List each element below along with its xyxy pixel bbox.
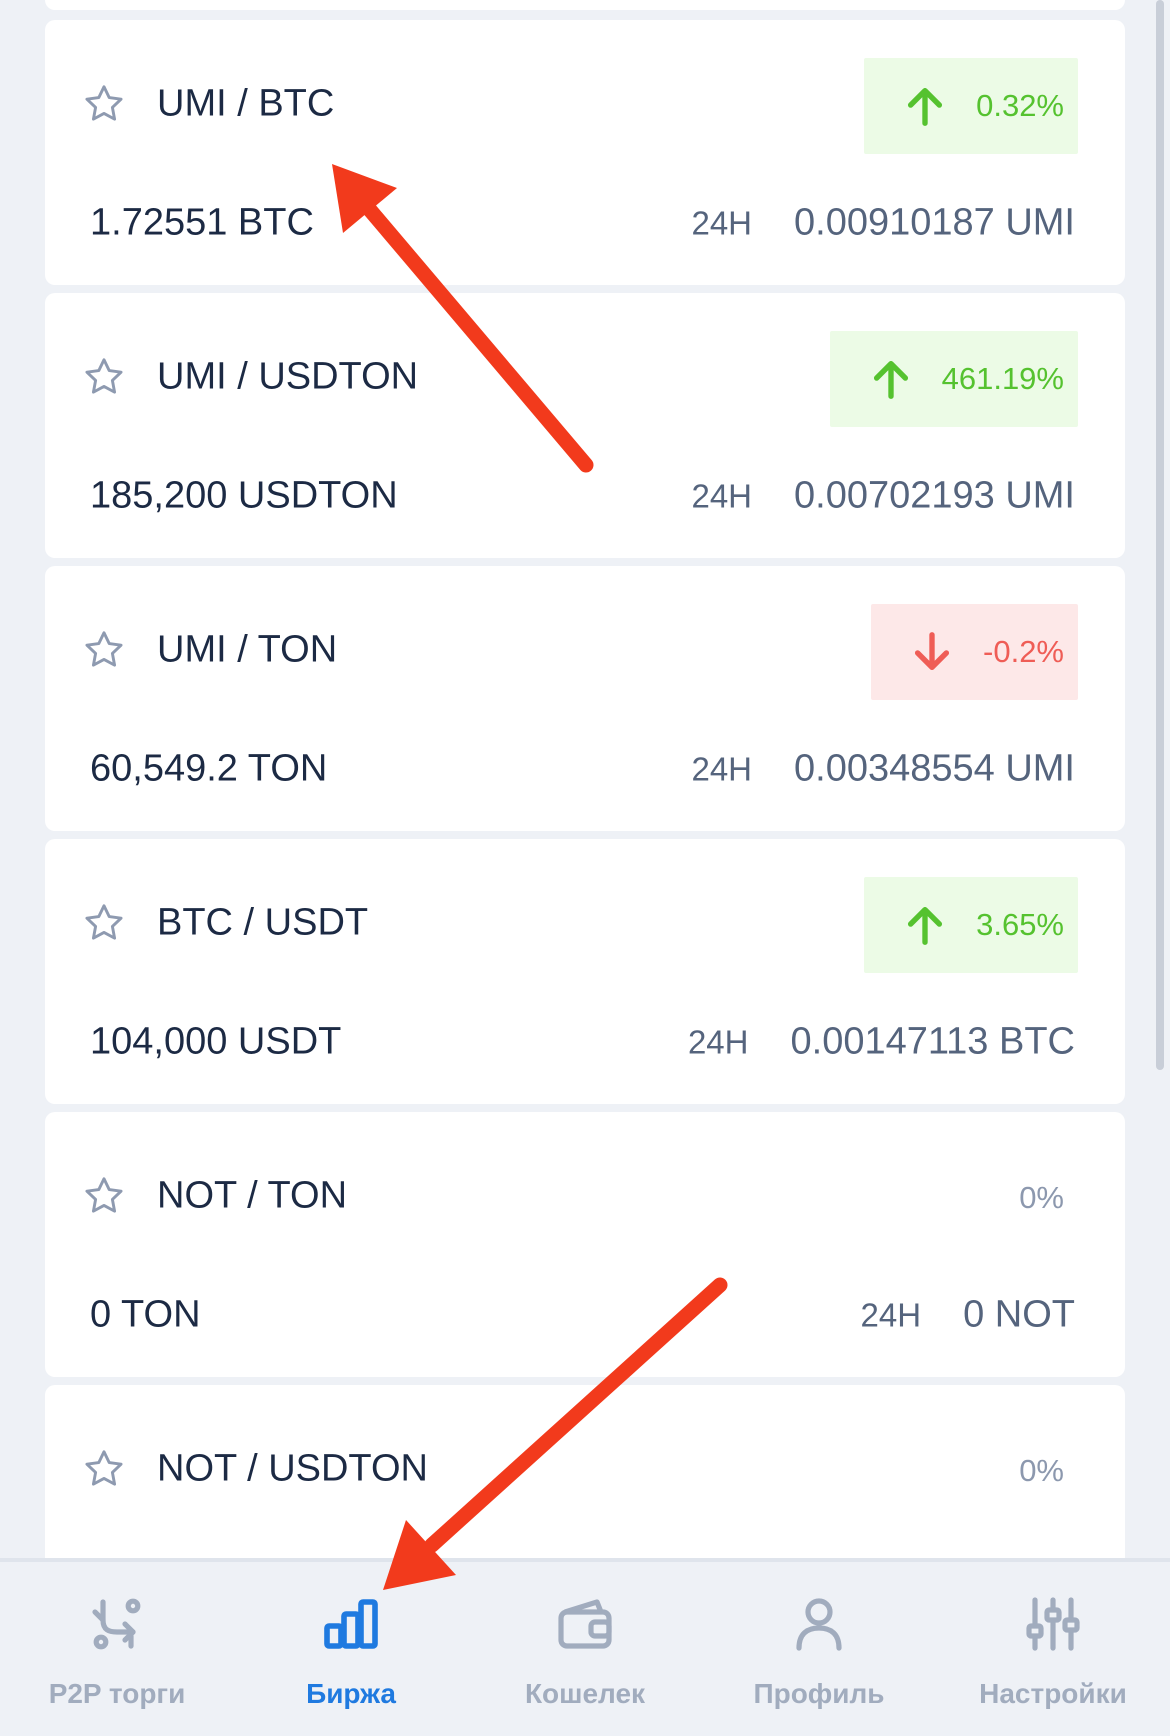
pair-name: NOT / TON bbox=[157, 1174, 348, 1217]
pair-card[interactable]: NOT / USDTON 0% bbox=[45, 1385, 1125, 1558]
pair-name: UMI / BTC bbox=[157, 82, 335, 125]
volume-value: 0 TON bbox=[90, 1293, 201, 1336]
change-badge: 0% bbox=[981, 1150, 1078, 1246]
arrow-down-icon bbox=[909, 629, 955, 675]
period-label: 24H bbox=[687, 1023, 749, 1060]
nav-item-p2p[interactable]: P2P торги bbox=[0, 1562, 234, 1736]
period-label: 24H bbox=[691, 750, 753, 787]
period-label: 24H bbox=[860, 1296, 922, 1333]
change-percent: 3.65% bbox=[976, 907, 1064, 942]
star-icon[interactable] bbox=[82, 628, 126, 672]
bottom-nav: P2P торги Биржа Кошелек Пр bbox=[0, 1558, 1170, 1736]
nav-label: P2P торги bbox=[48, 1678, 186, 1709]
nav-item-settings[interactable]: Настройки bbox=[936, 1562, 1170, 1736]
sliders-icon bbox=[1026, 1597, 1080, 1651]
star-icon[interactable] bbox=[82, 82, 126, 126]
last-price: 0.00147113 BTC bbox=[790, 1020, 1076, 1063]
period-label: 24H bbox=[691, 204, 753, 241]
arrow-up-icon bbox=[868, 356, 914, 402]
star-icon[interactable] bbox=[82, 901, 126, 945]
nav-label: Настройки bbox=[979, 1678, 1127, 1709]
change-percent: 461.19% bbox=[941, 361, 1064, 396]
arrow-up-icon bbox=[902, 902, 948, 948]
period-label: 24H bbox=[691, 477, 753, 514]
p2p-exchange-icon bbox=[92, 1598, 141, 1650]
wallet-icon bbox=[558, 1599, 612, 1649]
change-badge: 3.65% bbox=[864, 877, 1078, 973]
pair-name: UMI / USDTON bbox=[157, 355, 419, 398]
nav-item-wallet[interactable]: Кошелек bbox=[468, 1562, 702, 1736]
arrow-up-icon bbox=[902, 83, 948, 129]
change-badge: -0.2% bbox=[871, 604, 1078, 700]
pair-card[interactable]: UMI / TON -0.2% 60,549.2 TON 24H 0.00348… bbox=[45, 566, 1125, 831]
change-badge: 461.19% bbox=[829, 331, 1078, 427]
last-price: 0.00910187 UMI bbox=[794, 201, 1075, 244]
volume-value: 1.72551 BTC bbox=[90, 201, 314, 244]
pair-name: NOT / USDTON bbox=[157, 1447, 428, 1490]
star-icon[interactable] bbox=[82, 1447, 126, 1491]
change-badge: 0.32% bbox=[864, 58, 1078, 154]
last-price: 0.00702193 UMI bbox=[794, 474, 1075, 517]
nav-label: Кошелек bbox=[524, 1678, 646, 1709]
volume-value: 104,000 USDT bbox=[90, 1020, 342, 1063]
pair-card[interactable]: NOT / TON 0% 0 TON 24H 0 NOT bbox=[45, 1112, 1125, 1377]
pair-card[interactable]: BTC / USDT 3.65% 104,000 USDT 24H 0.0014… bbox=[45, 839, 1125, 1104]
change-badge: 0% bbox=[981, 1423, 1078, 1519]
pair-card[interactable]: UMI / BTC 0.32% 1.72551 BTC 24H 0.009101… bbox=[45, 20, 1125, 285]
nav-item-profile[interactable]: Профиль bbox=[702, 1562, 936, 1736]
pair-card[interactable]: UMI / USDTON 461.19% 185,200 USDTON 24H … bbox=[45, 293, 1125, 558]
scrollbar-thumb[interactable] bbox=[1156, 0, 1164, 1070]
pair-card-partial[interactable] bbox=[45, 0, 1125, 10]
change-percent: 0% bbox=[1019, 1453, 1064, 1488]
change-percent: -0.2% bbox=[983, 634, 1064, 669]
change-percent: 0.32% bbox=[976, 88, 1064, 123]
star-icon[interactable] bbox=[82, 355, 126, 399]
last-price: 0 NOT bbox=[963, 1293, 1075, 1336]
last-price: 0.00348554 UMI bbox=[794, 747, 1075, 790]
pair-name: BTC / USDT bbox=[157, 901, 369, 944]
volume-value: 185,200 USDTON bbox=[90, 474, 398, 517]
nav-label: Биржа bbox=[306, 1678, 396, 1709]
pairs-list[interactable]: UMI / BTC 0.32% 1.72551 BTC 24H 0.009101… bbox=[0, 0, 1170, 1558]
pair-name: UMI / TON bbox=[157, 628, 338, 671]
star-icon[interactable] bbox=[82, 1174, 126, 1218]
nav-label: Профиль bbox=[753, 1678, 885, 1709]
bar-chart-icon bbox=[324, 1599, 378, 1649]
person-icon bbox=[796, 1598, 842, 1651]
nav-item-exchange[interactable]: Биржа bbox=[234, 1562, 468, 1736]
change-percent: 0% bbox=[1019, 1180, 1064, 1215]
volume-value: 60,549.2 TON bbox=[90, 747, 328, 790]
